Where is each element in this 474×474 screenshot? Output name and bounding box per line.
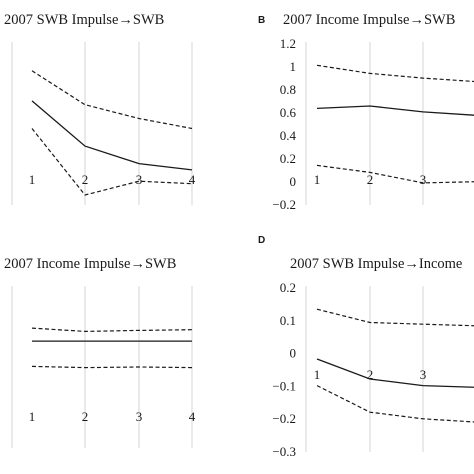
panel-d-title: 2007 SWB Impulse→Income — [290, 256, 462, 272]
panel-d-series-estimate-line — [316, 358, 474, 388]
panel-a-series-estimate-line — [31, 100, 193, 171]
panel-c: 2007 Income Impulse→SWB 1 2 3 4 — [4, 256, 196, 448]
panel-b-title: 2007 Income Impulse→SWB — [283, 12, 455, 28]
panel-b-xtick-label: 3 — [420, 172, 427, 187]
panel-d-ytick-label: 0.1 — [280, 313, 296, 328]
panel-a: 2007 SWB Impulse→SWB 1 2 3 4 — [4, 12, 196, 205]
panel-d-ytick-label: −0.1 — [272, 378, 296, 393]
panel-d-ytick-label: −0.3 — [272, 444, 296, 459]
panel-a-series-upper-bound-line — [31, 70, 193, 130]
panel-b-series-estimate-line — [316, 105, 474, 116]
panel-b-ytick-label: 0.6 — [280, 105, 297, 120]
panel-c-series-lower-bound-line — [31, 365, 193, 369]
panel-b-xtick-label: 2 — [367, 172, 374, 187]
panel-b-series-lower-bound-line — [316, 164, 474, 184]
panel-b-ytick-label: −0.2 — [272, 197, 296, 212]
panel-a-xtick-label: 3 — [136, 172, 143, 187]
panel-d-letter: D — [258, 235, 265, 246]
panel-a-xtick-label: 4 — [189, 172, 196, 187]
panel-a-title: 2007 SWB Impulse→SWB — [4, 12, 164, 28]
panel-a-series-lower-bound-line — [31, 128, 193, 196]
panel-b-ytick-label: 1.2 — [280, 36, 296, 51]
panel-d-xtick-label: 3 — [420, 367, 427, 382]
panel-b-ytick-label: 0.2 — [280, 151, 296, 166]
panel-d: D 2007 SWB Impulse→Income 0.2 0.1 0 −0.1 −0.… — [258, 235, 474, 459]
panel-c-xtick-label: 1 — [29, 409, 36, 424]
panel-d-series-upper-bound-line — [316, 308, 474, 327]
panel-a-xtick-label: 2 — [82, 172, 89, 187]
panel-d-ytick-label: 0 — [290, 346, 297, 361]
panel-b-ytick-label: 0.8 — [280, 82, 296, 97]
panel-b-series-upper-bound-line — [316, 64, 474, 83]
panel-d-xtick-label: 2 — [367, 367, 374, 382]
panel-d-xtick-label: 1 — [314, 367, 321, 382]
panel-c-xtick-label: 4 — [189, 409, 196, 424]
panel-c-xtick-label: 3 — [136, 409, 143, 424]
panel-d-ytick-label: −0.2 — [272, 411, 296, 426]
panel-b-ytick-label: 0 — [290, 174, 297, 189]
panel-b-ytick-label: 1 — [290, 59, 297, 74]
panel-c-title: 2007 Income Impulse→SWB — [4, 256, 176, 272]
panel-b: B 2007 Income Impulse→SWB 1.2 1 0.8 0.6 0.4 0… — [258, 12, 474, 212]
panel-b-xtick-label: 1 — [314, 172, 321, 187]
panel-a-xtick-label: 1 — [29, 172, 36, 187]
panel-b-letter: B — [258, 15, 265, 26]
panel-d-ytick-label: 0.2 — [280, 280, 296, 295]
panel-c-series-upper-bound-line — [31, 327, 193, 333]
panel-c-xtick-label: 2 — [82, 409, 89, 424]
panel-d-series-lower-bound-line — [316, 385, 474, 423]
panel-b-ytick-label: 0.4 — [280, 128, 297, 143]
